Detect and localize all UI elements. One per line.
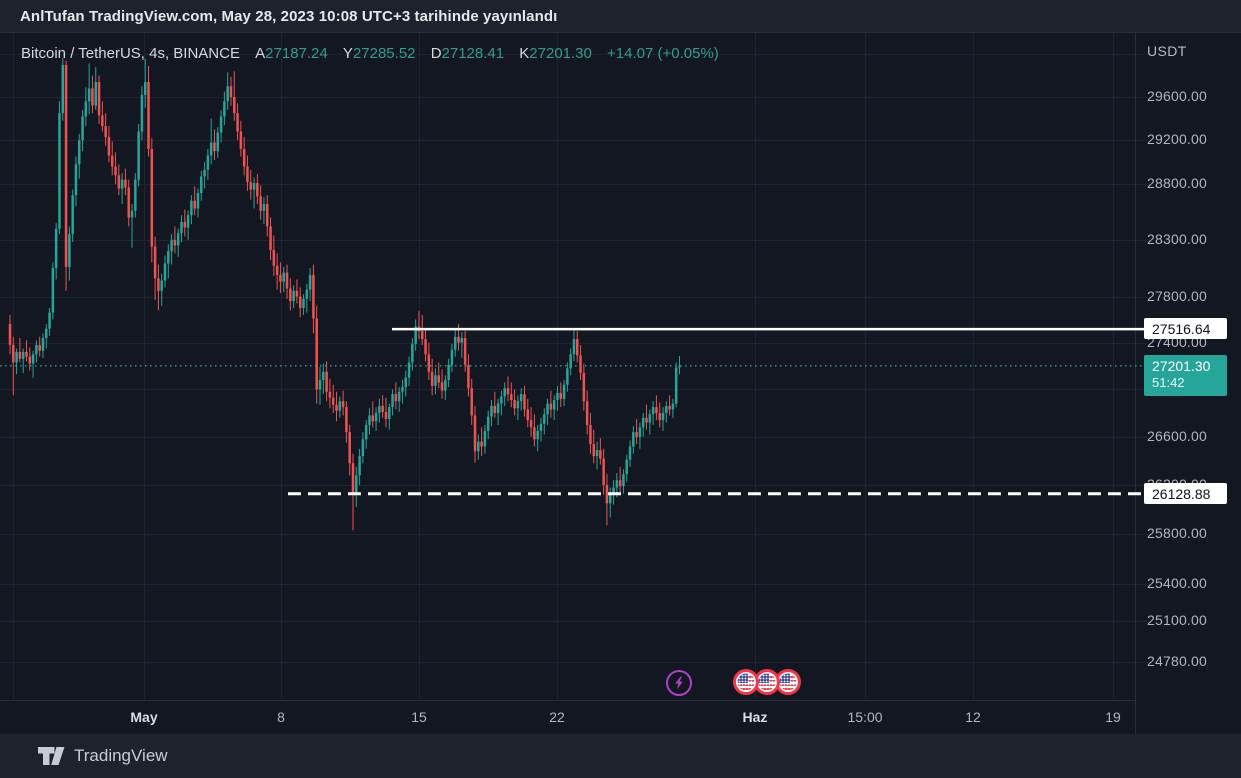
- publication-text: AnlTufan TradingView.com, May 28, 2023 1…: [20, 7, 558, 25]
- price-axis-label: 24780.00: [1147, 653, 1207, 670]
- high-value: 27285.52: [352, 45, 416, 62]
- axis-borders: [0, 32, 1136, 734]
- low-label: D: [430, 45, 442, 62]
- lightning-event-icon[interactable]: [666, 670, 692, 696]
- time-axis-label: 8: [277, 709, 285, 725]
- close-label: K: [519, 45, 530, 62]
- change-value: +14.07 (+0.05%): [607, 45, 719, 62]
- price-axis-label: 28300.00: [1147, 230, 1207, 247]
- lower-line-price-label[interactable]: 26128.88: [1144, 482, 1227, 504]
- gridlines: [0, 33, 1147, 699]
- price-axis-label: 25800.00: [1147, 525, 1207, 541]
- price-axis-label: 29600.00: [1147, 88, 1207, 104]
- time-axis-label: 22: [549, 709, 565, 725]
- us-flag-event-icon[interactable]: [733, 669, 759, 695]
- price-axis-label: 29200.00: [1147, 131, 1207, 148]
- time-axis[interactable]: May 8 15 22 Haz 15:00 12 19: [0, 700, 1241, 734]
- open-label: A: [255, 45, 266, 62]
- close-value: 27201.30: [529, 45, 592, 62]
- upper-line-price-text: 27516.64: [1152, 321, 1211, 338]
- candles: [8, 58, 681, 531]
- price-axis-label: 25100.00: [1147, 612, 1207, 629]
- upper-line-price-label[interactable]: 27516.64: [1144, 318, 1227, 340]
- time-axis-label: 19: [1105, 709, 1121, 725]
- price-axis-currency: USDT: [1147, 43, 1187, 59]
- time-axis-label: 15: [411, 709, 427, 725]
- price-axis-label: 25400.00: [1147, 574, 1207, 591]
- price-axis-label: 28800.00: [1147, 175, 1207, 192]
- symbol-title[interactable]: Bitcoin / TetherUS, 4s, BINANCE: [21, 45, 240, 62]
- footer-bar: TradingView: [0, 734, 1241, 778]
- price-axis-label: 27800.00: [1147, 287, 1207, 304]
- lower-line-price-text: 26128.88: [1152, 485, 1211, 502]
- lightning-bolt-icon: [675, 676, 683, 690]
- time-axis-label: 12: [965, 709, 981, 725]
- time-axis-label: May: [130, 709, 158, 725]
- chart-legend[interactable]: Bitcoin / TetherUS, 4s, BINANCE A27187.2…: [21, 45, 719, 62]
- bar-countdown: 51:42: [1152, 374, 1185, 390]
- open-value: 27187.24: [265, 45, 328, 62]
- low-value: 27128.41: [441, 45, 505, 62]
- tradingview-brand-text[interactable]: TradingView: [74, 746, 168, 765]
- price-axis-label: 26600.00: [1147, 427, 1207, 444]
- tradingview-logo-icon[interactable]: [38, 747, 65, 765]
- time-axis-label: Haz: [742, 709, 768, 725]
- publication-bar: AnlTufan TradingView.com, May 28, 2023 1…: [0, 0, 1241, 33]
- time-axis-label: 15:00: [847, 709, 883, 725]
- high-label: Y: [342, 45, 353, 62]
- current-price-label[interactable]: 27201.30 51:42: [1144, 354, 1227, 396]
- current-price-text: 27201.30: [1152, 357, 1211, 374]
